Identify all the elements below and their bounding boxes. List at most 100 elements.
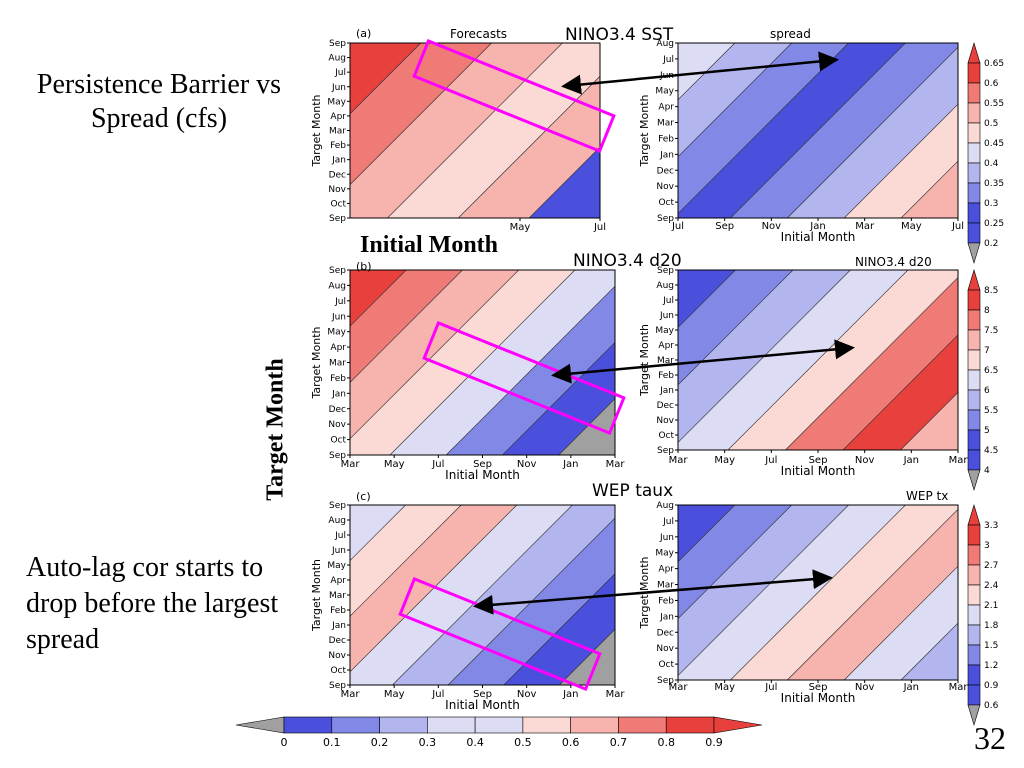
y-tick-label: Feb bbox=[330, 374, 346, 384]
x-tick-label: Jul bbox=[593, 222, 606, 233]
panel-inner-title: spread bbox=[770, 27, 811, 41]
y-tick-label: Sep bbox=[329, 501, 346, 511]
x-tick-label: Jan bbox=[903, 455, 919, 466]
x-tick-label: Sep bbox=[473, 689, 492, 700]
y-tick-label: Feb bbox=[330, 141, 346, 151]
colorbar-label: 7.5 bbox=[984, 326, 998, 336]
link-arrow-b bbox=[551, 339, 855, 384]
y-tick-label: May bbox=[655, 326, 674, 336]
colorbar-label: 0.4 bbox=[984, 159, 999, 169]
colorbar-label: 1.8 bbox=[984, 621, 999, 631]
y-tick-label: Jul bbox=[334, 531, 346, 541]
x-tick-label: Nov bbox=[855, 455, 875, 466]
colorbar-label: 0.2 bbox=[984, 239, 998, 249]
colorbar-segment bbox=[967, 429, 981, 451]
colorbar-segment bbox=[967, 624, 981, 646]
colorbar-segment bbox=[967, 544, 981, 566]
colorbar-label: 0.8 bbox=[657, 736, 675, 749]
colorbar-label: 8.5 bbox=[984, 286, 998, 296]
y-tick-label: Nov bbox=[328, 185, 346, 195]
colorbar-segment bbox=[967, 289, 981, 311]
contour-band bbox=[900, 160, 958, 218]
panel-tag: (b) bbox=[356, 260, 372, 273]
x-tick-label: Jan bbox=[562, 689, 578, 700]
colorbar-top-arrow bbox=[967, 41, 981, 64]
panel-inner-title: NINO3.4 d20 bbox=[855, 255, 932, 269]
y-tick-label: Jan bbox=[331, 621, 346, 631]
x-tick-label: May bbox=[384, 689, 405, 700]
colorbar-segment bbox=[967, 329, 981, 351]
y-tick-label: Mar bbox=[657, 581, 674, 591]
contour-band bbox=[730, 43, 958, 218]
colorbar-segment bbox=[967, 62, 981, 84]
panel-inner-title: Forecasts bbox=[450, 27, 507, 41]
colorbar-segment bbox=[967, 644, 981, 666]
y-tick-label: Jun bbox=[659, 311, 674, 321]
panel-title: WEP taux bbox=[592, 481, 673, 501]
x-tick-label: Sep bbox=[809, 682, 828, 693]
colorbar-label: 0 bbox=[281, 736, 288, 749]
contour-band bbox=[785, 277, 958, 450]
colorbar-label: 0.55 bbox=[984, 99, 1004, 109]
colorbar-segment bbox=[967, 82, 981, 104]
x-tick-label: Jul bbox=[951, 221, 964, 232]
y-tick-label: Dec bbox=[657, 166, 674, 176]
colorbar-top-arrow bbox=[967, 503, 981, 526]
colorbar-label: 0.5 bbox=[984, 119, 998, 129]
colorbar-label: 0.25 bbox=[984, 219, 1004, 229]
y-tick-label: Jul bbox=[662, 296, 674, 306]
bottom-colorbar: 0 0.1 0.2 0.3 0.4 0.5 0.6 0.7 0.8 0.9 bbox=[235, 716, 763, 749]
colorbar-label: 1.2 bbox=[984, 661, 998, 671]
y-tick-label: Apr bbox=[658, 103, 674, 113]
x-tick-label: Jul bbox=[764, 682, 777, 693]
contour-band bbox=[786, 46, 958, 218]
initial-month-label: Initial Month bbox=[360, 232, 499, 258]
colorbar-segment bbox=[967, 684, 981, 706]
y-tick-label: Feb bbox=[658, 371, 674, 381]
y-tick-label: Aug bbox=[328, 516, 346, 526]
colorbar-label: 0.1 bbox=[323, 736, 341, 749]
y-tick-label: Apr bbox=[330, 112, 346, 122]
y-tick-label: Mar bbox=[657, 119, 674, 129]
y-tick-label: Jan bbox=[659, 612, 674, 622]
colorbar-label: 0.9 bbox=[984, 681, 999, 691]
colorbar-segment bbox=[967, 564, 981, 586]
colorbar-segment bbox=[967, 524, 981, 546]
chart-panel-3: SepAugJulJunMayAprMarFebJanDecNovOctSepM… bbox=[310, 251, 682, 482]
y-tick-label: Jun bbox=[331, 83, 346, 93]
x-tick-label: May bbox=[714, 455, 735, 466]
colorbar-label: 6.5 bbox=[984, 366, 998, 376]
y-tick-label: Sep bbox=[329, 39, 346, 49]
x-tick-label: Nov bbox=[762, 221, 782, 232]
panel-title: NINO3.4 d20 bbox=[573, 251, 682, 271]
colorbar-segment bbox=[967, 584, 981, 606]
colorbar-segment bbox=[967, 122, 981, 144]
y-tick-label: Sep bbox=[657, 446, 674, 456]
panel-inner-title: WEP tx bbox=[906, 489, 948, 503]
colorbar-label: 2.4 bbox=[984, 581, 999, 591]
x-tick-label: Mar bbox=[606, 689, 626, 700]
y-tick-label: Apr bbox=[330, 343, 346, 353]
contour-band bbox=[558, 628, 615, 685]
y-tick-label: May bbox=[655, 549, 674, 559]
y-tick-label: Sep bbox=[657, 214, 674, 224]
x-tick-label: Jan bbox=[809, 221, 825, 232]
y-tick-label: Aug bbox=[656, 501, 674, 511]
y-axis-label: Target Month bbox=[310, 326, 323, 399]
y-tick-label: Jan bbox=[331, 156, 346, 166]
x-tick-label: Jul bbox=[764, 455, 777, 466]
x-tick-label: May bbox=[384, 459, 405, 470]
colorbar-label: 0.35 bbox=[984, 179, 1004, 189]
contour-band bbox=[730, 505, 958, 680]
contour-band bbox=[558, 398, 615, 455]
colorbar-label: 0.3 bbox=[984, 199, 998, 209]
y-tick-label: Sep bbox=[657, 266, 674, 276]
contour-band bbox=[387, 43, 600, 218]
y-tick-label: Aug bbox=[328, 54, 346, 64]
y-tick-label: Mar bbox=[329, 591, 346, 601]
colorbar-segment bbox=[379, 716, 428, 734]
colorbar-segment bbox=[967, 449, 981, 471]
colorbar-label: 0.4 bbox=[466, 736, 484, 749]
colorbar-segment bbox=[474, 716, 524, 734]
y-tick-label: Nov bbox=[328, 420, 346, 430]
